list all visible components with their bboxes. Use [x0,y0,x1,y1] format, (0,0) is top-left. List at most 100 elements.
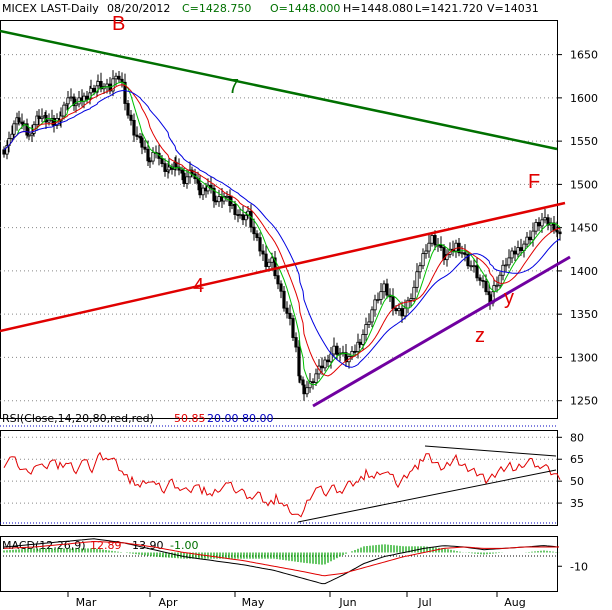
price-candle [244,211,248,227]
price-candle [160,154,164,168]
price-candle [427,234,431,258]
price-candle [457,238,461,257]
macd-panel-frame [0,536,558,592]
price-candle [151,147,155,165]
price-candle [451,240,455,257]
price-candle [163,158,167,177]
price-candle [424,244,428,259]
price-tick-label: 1400 [570,265,598,278]
month-label: Jul [417,596,431,609]
price-candle [238,207,242,219]
price-candle [264,245,268,271]
price-candle [302,379,306,401]
price-candle [241,206,245,225]
high-label: H=1448.080 [343,2,413,15]
price-candle [412,280,416,303]
price-candle [132,113,136,142]
price-candle [358,338,362,348]
price-tick-label: 1550 [570,135,598,148]
date-label: 08/20/2012 [107,2,170,15]
price-candle [525,231,529,248]
price-candle [421,248,425,270]
rsi-tick-label: 35 [570,497,584,510]
price-candle [148,157,152,168]
price-candle [409,293,413,308]
wave-label-b: B [112,13,125,35]
price-candle [69,88,73,102]
price-candle [495,276,499,293]
price-candle [472,258,476,273]
price-candle [249,204,253,233]
price-candle [546,214,550,231]
price-candle [466,251,470,270]
price-candle [154,145,158,159]
macd-line [3,538,560,585]
price-candle [406,296,410,314]
price-candle [111,70,115,97]
price-tick-label: 1500 [570,178,598,191]
price-candle [528,230,532,245]
trend-line-7 [0,29,558,151]
price-candle [475,257,479,282]
price-candle [72,93,76,111]
price-candle [498,271,502,289]
price-candle [382,280,386,299]
symbol-label: MICEX LAST-Daily [2,2,99,15]
price-candle [214,195,218,206]
price-candle [370,306,374,328]
price-candle [522,240,526,258]
price-candle [516,240,520,258]
rsi-high-value: 80.00 [242,412,274,425]
price-panel-frame [0,20,558,419]
rsi-value: 50.85 [174,412,206,425]
ma-green-line [3,81,561,386]
price-candle [543,209,547,224]
price-candle [445,249,449,267]
price-candle [261,244,265,261]
price-candle [74,98,78,113]
price-candle [273,251,277,280]
open-label: O=1448.000 [270,2,340,15]
price-candle [66,90,70,111]
trend-line-4 [0,201,566,333]
price-candle [212,184,216,208]
price-candle [418,262,422,279]
price-candle [391,288,395,316]
price-candle [504,257,508,273]
price-candle [549,217,553,232]
price-candle [201,184,205,200]
price-candle [230,195,234,210]
price-candle [537,217,541,232]
rsi-panel-frame [0,430,558,526]
macd-signal-value: 13.90 [132,539,164,552]
price-candle [279,280,283,299]
price-candle [415,263,419,293]
volume-label: V=14031 [487,2,539,15]
price-candle [126,100,130,119]
month-label: Jun [338,596,356,609]
wave-label-f: F [528,171,540,193]
price-candle [513,245,517,261]
price-candle [276,267,280,290]
price-candle [294,332,298,353]
price-tick-label: 1250 [570,395,598,408]
macd-hist-value: -1.00 [170,539,198,552]
price-candle [305,380,309,398]
price-candle [17,110,21,126]
wave-label-4: 4 [193,275,204,297]
price-candle [62,101,66,120]
month-label: May [242,596,265,609]
price-tick-label: 1600 [570,92,598,105]
price-candle [198,174,202,199]
month-label: Apr [158,596,178,609]
price-candle [170,163,174,175]
price-candle [177,158,181,176]
price-candle [385,278,389,299]
price-candle [123,73,127,111]
price-candle [501,260,505,281]
price-candle [225,191,229,202]
price-candle [40,108,44,123]
rsi-low-value: 20.00 [207,412,239,425]
price-candle [478,274,482,286]
price-candle [469,260,473,271]
